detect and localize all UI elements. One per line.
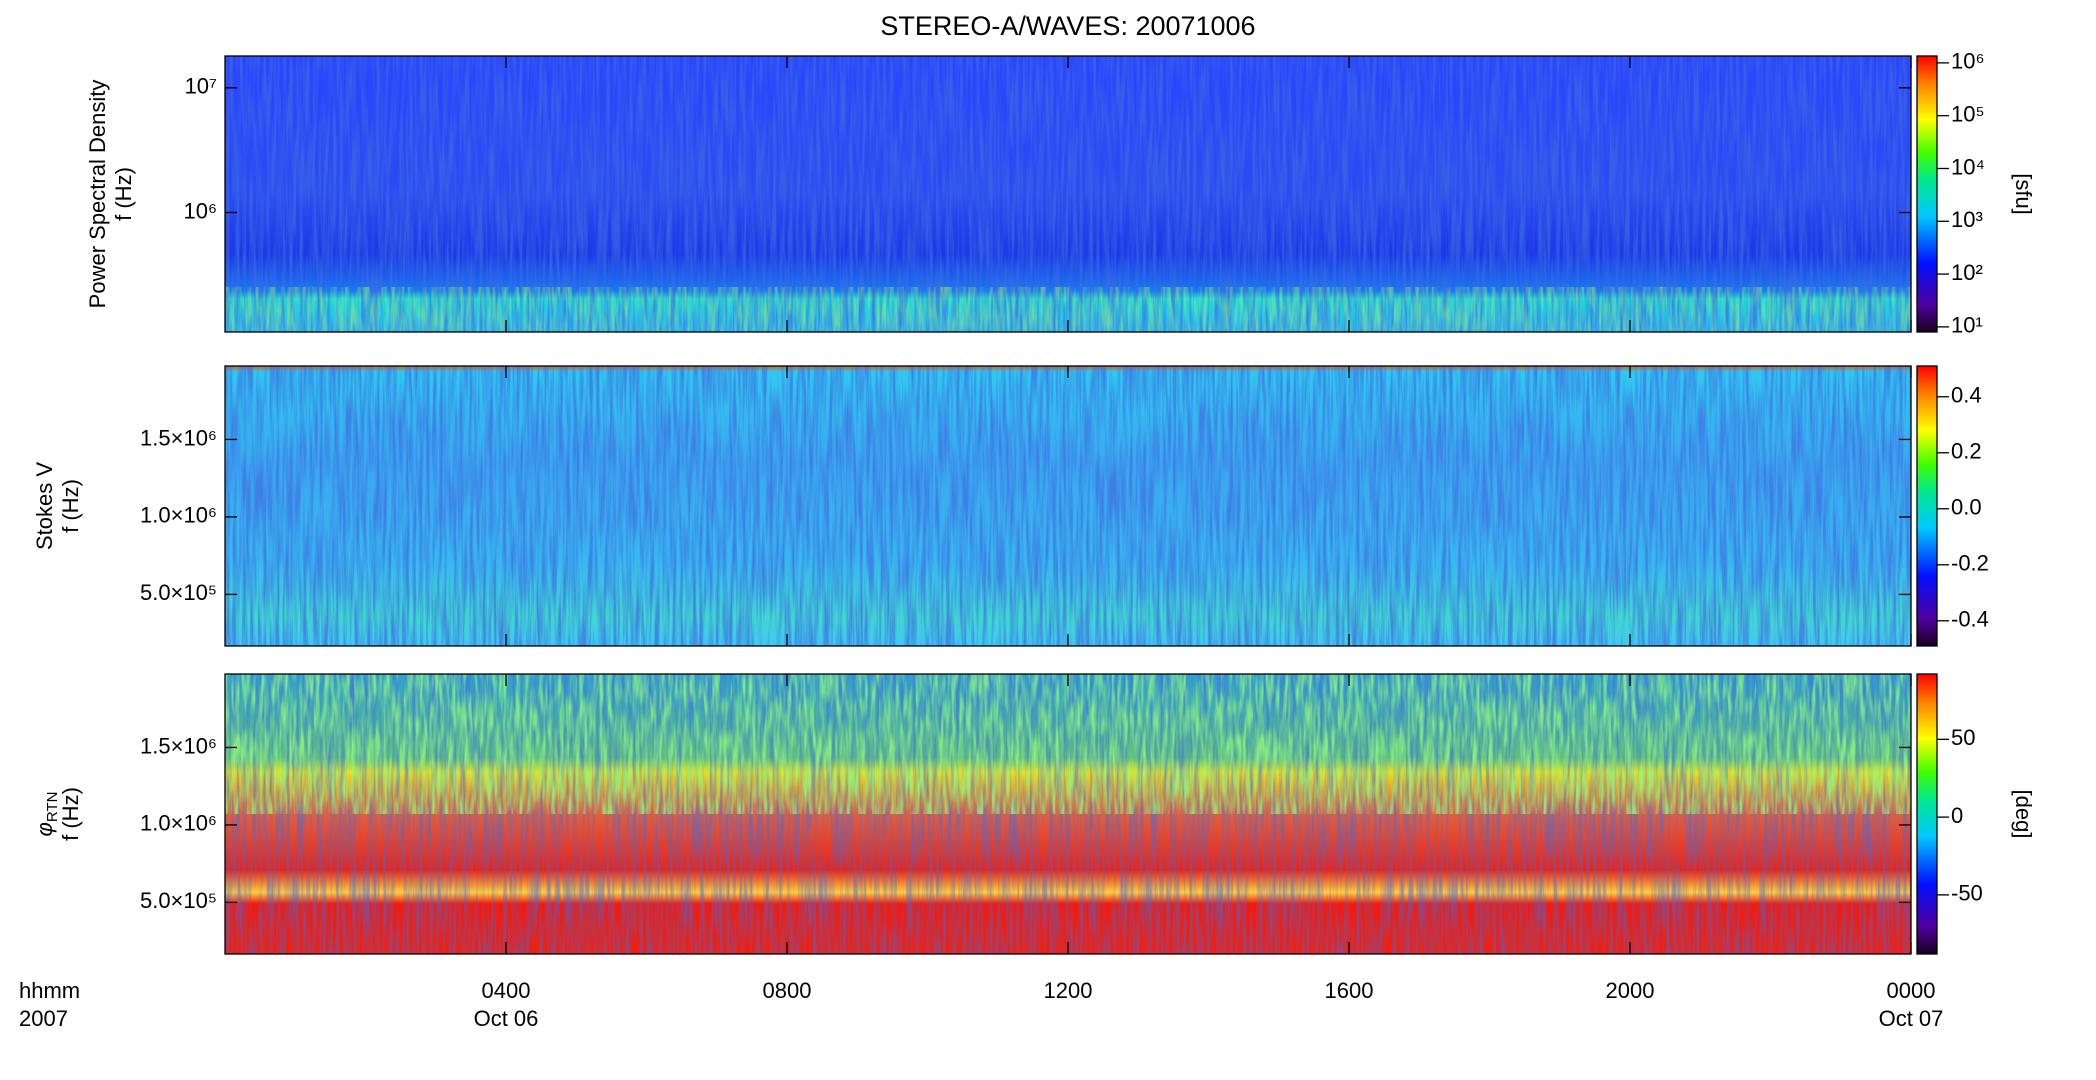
colorbar — [1916, 55, 1938, 333]
y-axis-label: f (Hz) — [58, 787, 83, 841]
colorbar-tick-label: 0.2 — [1951, 439, 1982, 464]
date-label: Oct 07 — [1879, 1006, 1944, 1031]
colorbar-tick-label: -0.4 — [1951, 607, 1989, 632]
y-tick-label: 5.0×10⁵ — [140, 580, 217, 605]
spectrogram-texture — [225, 366, 1911, 646]
x-tick-label: 1600 — [1325, 978, 1374, 1003]
y-tick-label: 10⁷ — [185, 74, 217, 99]
colorbar-tick-label: 10³ — [1951, 207, 1983, 232]
x-tick-label: 1200 — [1044, 978, 1093, 1003]
colorbar-tick-label: -50 — [1951, 881, 1983, 906]
y-tick-label: 1.5×10⁶ — [140, 733, 217, 758]
x-tick-label: 0000 — [1887, 978, 1936, 1003]
y-axis-label-symbol: φ — [32, 822, 57, 836]
x-tick-label: 0400 — [482, 978, 531, 1003]
y-tick-label: 5.0×10⁵ — [140, 888, 217, 913]
colorbar — [1916, 365, 1938, 647]
x-axis-label: hhmm — [19, 978, 80, 1003]
y-axis-label: f (Hz) — [58, 479, 83, 533]
x-tick-label: 2000 — [1606, 978, 1655, 1003]
date-label: Oct 06 — [474, 1006, 539, 1031]
colorbar-label: [sfu] — [2011, 173, 2036, 215]
spectrogram-texture — [225, 56, 1911, 332]
colorbar-tick-label: 10⁴ — [1951, 154, 1985, 179]
colorbar — [1916, 673, 1938, 955]
colorbar-tick-label: 0.4 — [1951, 383, 1982, 408]
colorbar-tick-label: 0.0 — [1951, 495, 1982, 520]
colorbar-tick-label: 50 — [1951, 725, 1975, 750]
colorbar-tick-label: 10⁵ — [1951, 101, 1985, 126]
y-axis-label: Stokes V — [32, 462, 57, 550]
colorbar-label: [deg] — [2011, 790, 2036, 839]
x-axis-label: 2007 — [19, 1006, 68, 1031]
colorbar-tick-label: -0.2 — [1951, 551, 1989, 576]
chart-title: STEREO-A/WAVES: 20071006 — [880, 11, 1255, 41]
colorbar-tick-label: 10² — [1951, 260, 1983, 285]
y-tick-label: 10⁶ — [183, 198, 217, 223]
colorbar-tick-label: 10⁶ — [1951, 49, 1985, 74]
y-tick-label: 1.0×10⁶ — [140, 503, 217, 528]
x-tick-label: 0800 — [763, 978, 812, 1003]
y-axis-label: f (Hz) — [111, 167, 136, 221]
y-axis-label-subscript: RTN — [44, 792, 61, 823]
colorbar-tick-label: 0 — [1951, 803, 1963, 828]
spectrogram-texture — [225, 674, 1911, 814]
colorbar-tick-label: 10¹ — [1951, 313, 1983, 338]
y-tick-label: 1.5×10⁶ — [140, 425, 217, 450]
y-tick-label: 1.0×10⁶ — [140, 811, 217, 836]
y-axis-label: φRTN — [32, 792, 61, 837]
y-axis-label: Power Spectral Density — [85, 80, 110, 309]
